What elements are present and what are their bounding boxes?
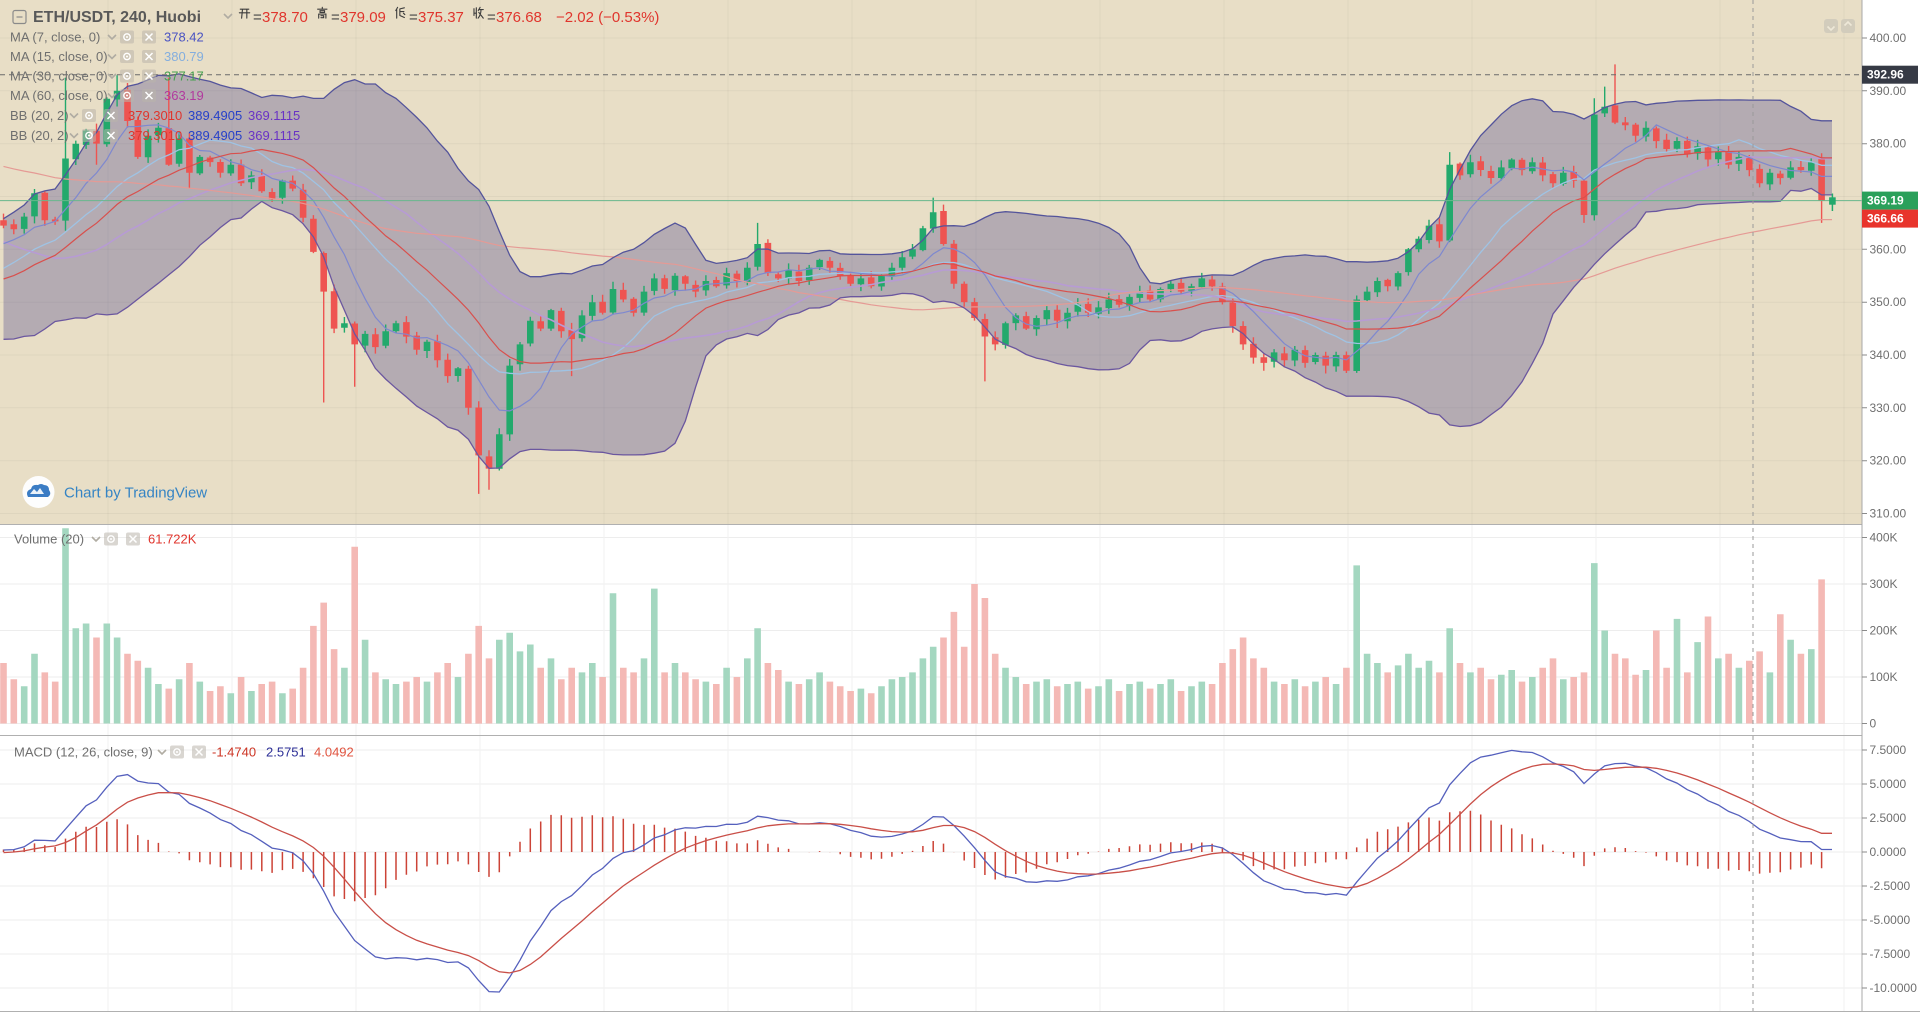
svg-text:369.1115: 369.1115	[248, 108, 300, 123]
svg-text:0: 0	[1870, 717, 1877, 731]
svg-text:BB (20, 2): BB (20, 2)	[10, 128, 69, 143]
svg-text:389.4905: 389.4905	[188, 128, 242, 143]
svg-text:360.00: 360.00	[1870, 242, 1907, 256]
svg-text:-1.4740: -1.4740	[212, 745, 256, 760]
svg-text:340.00: 340.00	[1870, 348, 1907, 362]
svg-text:392.96: 392.96	[1867, 68, 1904, 82]
svg-text:100K: 100K	[1870, 670, 1898, 684]
svg-text:369.19: 369.19	[1867, 194, 1904, 208]
svg-text:376.68: 376.68	[496, 9, 542, 26]
svg-text:380.79: 380.79	[164, 49, 204, 64]
svg-text:-10.0000: -10.0000	[1870, 981, 1918, 995]
svg-text:375.37: 375.37	[418, 9, 464, 26]
svg-text:369.1115: 369.1115	[248, 128, 300, 143]
svg-text:MACD (12, 26, close, 9): MACD (12, 26, close, 9)	[14, 745, 153, 760]
svg-text:MA (15, close, 0): MA (15, close, 0)	[10, 49, 108, 64]
svg-text:200K: 200K	[1870, 624, 1898, 638]
svg-text:366.66: 366.66	[1867, 212, 1904, 226]
svg-text:7.5000: 7.5000	[1870, 743, 1907, 757]
svg-text:=: =	[331, 9, 340, 26]
svg-text:330.00: 330.00	[1870, 401, 1907, 415]
svg-text:4.0492: 4.0492	[314, 745, 354, 760]
svg-text:=: =	[409, 9, 418, 26]
svg-text:2.5000: 2.5000	[1870, 811, 1907, 825]
svg-text:380.00: 380.00	[1870, 137, 1907, 151]
svg-text:MA (7, close, 0): MA (7, close, 0)	[10, 30, 100, 45]
svg-text:5.0000: 5.0000	[1870, 777, 1907, 791]
svg-text:310.00: 310.00	[1870, 507, 1907, 521]
svg-text:-5.0000: -5.0000	[1870, 913, 1911, 927]
svg-text:379.3010: 379.3010	[128, 128, 182, 143]
svg-text:0.0000: 0.0000	[1870, 845, 1907, 859]
svg-text:−2.02 (−0.53%): −2.02 (−0.53%)	[556, 9, 659, 26]
svg-text:=: =	[253, 9, 262, 26]
svg-text:300K: 300K	[1870, 577, 1898, 591]
svg-text:390.00: 390.00	[1870, 84, 1907, 98]
svg-text:Chart by TradingView: Chart by TradingView	[64, 485, 207, 502]
svg-text:MA (60, close, 0): MA (60, close, 0)	[10, 88, 108, 103]
svg-text:320.00: 320.00	[1870, 454, 1907, 468]
svg-text:389.4905: 389.4905	[188, 108, 242, 123]
svg-text:378.70: 378.70	[262, 9, 308, 26]
svg-text:2.5751: 2.5751	[266, 745, 306, 760]
svg-text:350.00: 350.00	[1870, 295, 1907, 309]
svg-text:379.09: 379.09	[340, 9, 386, 26]
svg-text:378.42: 378.42	[164, 30, 204, 45]
svg-text:400K: 400K	[1870, 531, 1898, 545]
svg-text:363.19: 363.19	[164, 88, 204, 103]
svg-text:=: =	[487, 9, 496, 26]
svg-text:61.722K: 61.722K	[148, 532, 197, 547]
svg-text:400.00: 400.00	[1870, 31, 1907, 45]
svg-text:-2.5000: -2.5000	[1870, 879, 1911, 893]
svg-text:-7.5000: -7.5000	[1870, 947, 1911, 961]
svg-text:379.3010: 379.3010	[128, 108, 182, 123]
svg-text:377.17: 377.17	[164, 69, 204, 84]
svg-text:MA (30, close, 0): MA (30, close, 0)	[10, 69, 108, 84]
svg-text:BB (20, 2): BB (20, 2)	[10, 108, 69, 123]
svg-text:Volume (20): Volume (20)	[14, 532, 84, 547]
svg-text:ETH/USDT, 240, Huobi: ETH/USDT, 240, Huobi	[33, 9, 201, 26]
